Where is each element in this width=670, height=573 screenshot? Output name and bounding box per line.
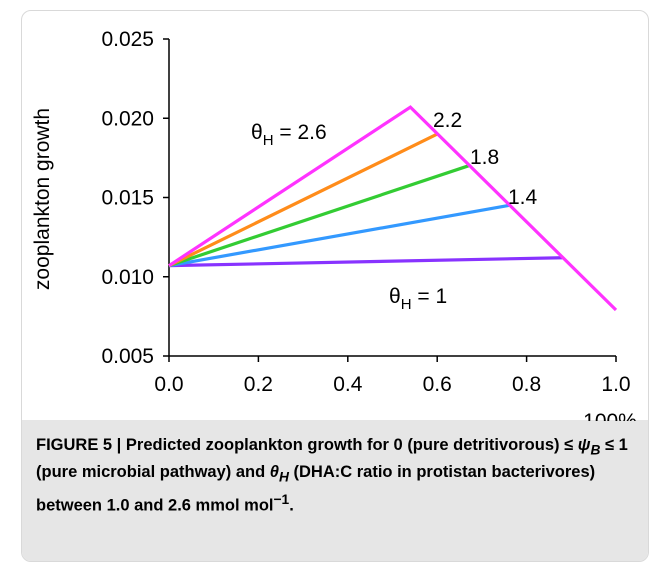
caption-theta: θ [269,463,279,482]
caption-panel: FIGURE 5 | Predicted zooplankton growth … [22,420,648,561]
y-tick-label: 0.010 [101,266,154,289]
x-tick-label: 0.4 [333,373,363,396]
caption-text-3: (DHA:C ratio in protistan bacterivores) … [36,463,596,515]
x-tick-label: 1.0 [601,373,630,396]
chart: 0.005 0.010 0.015 0.020 0.025 0.0 0.2 0.4 0.6 0.8… [31,28,637,421]
series-label-1-8: 1.8 [470,146,499,169]
series-line-1 [168,256,563,268]
series-label-2-2: 2.2 [433,109,462,132]
series-line-2-2 [168,132,438,268]
series-line-1-4 [168,203,509,268]
x-tick-label: 0.2 [244,373,273,396]
caption-psi-sub: B [590,442,601,458]
theta-value: = 2.6 [274,121,327,144]
right-annotation-line-1: 100% [583,410,637,421]
series-line-2-6 [168,105,618,312]
figure-caption: FIGURE 5 | Predicted zooplankton growth … [36,434,636,516]
axes: 0.005 0.010 0.015 0.020 0.025 0.0 0.2 0.4 0.6 0.8… [31,28,637,421]
y-tick-label: 0.005 [101,345,154,368]
series-label-1: θH = 1 [389,285,447,313]
series-label-2-6: θH = 2.6 [251,121,327,149]
labels-layer: θH = 2.62.21.81.4θH = 1 [251,109,538,313]
series-layer [168,105,618,312]
theta-symbol: θ [251,121,263,144]
left-annotation-line-1: 100% [142,419,196,421]
x-tick-label: 0.0 [154,373,183,396]
y-tick-label: 0.015 [101,187,154,210]
theta-subscript: H [401,296,412,313]
caption-psi: ψ [577,436,591,454]
theta-value: = 1 [412,285,448,308]
y-tick-label: 0.020 [101,107,154,130]
figure-frame: FIGURE 5 | Predicted zooplankton growth … [21,10,649,562]
x-tick-label: 0.8 [512,373,541,396]
y-axis-title: zooplankton growth [31,108,54,290]
y-tick-label: 0.025 [101,28,154,51]
series-label-1-4: 1.4 [508,186,538,209]
x-axis-title: fraction D to B [329,419,462,421]
theta-symbol: θ [389,285,401,308]
theta-subscript: H [263,132,274,149]
caption-figure-label: FIGURE 5 | [36,436,126,454]
series-line-1-8 [168,164,469,268]
caption-theta-sub: H [279,469,289,485]
caption-end: . [289,496,294,515]
x-tick-label: 0.6 [423,373,452,396]
caption-text-1: Predicted zooplankton growth for 0 (pure… [125,436,578,454]
caption-sup: −1 [273,491,290,507]
caption-text-2: ≤ 1 (pure microbial pathway) and [36,436,628,482]
